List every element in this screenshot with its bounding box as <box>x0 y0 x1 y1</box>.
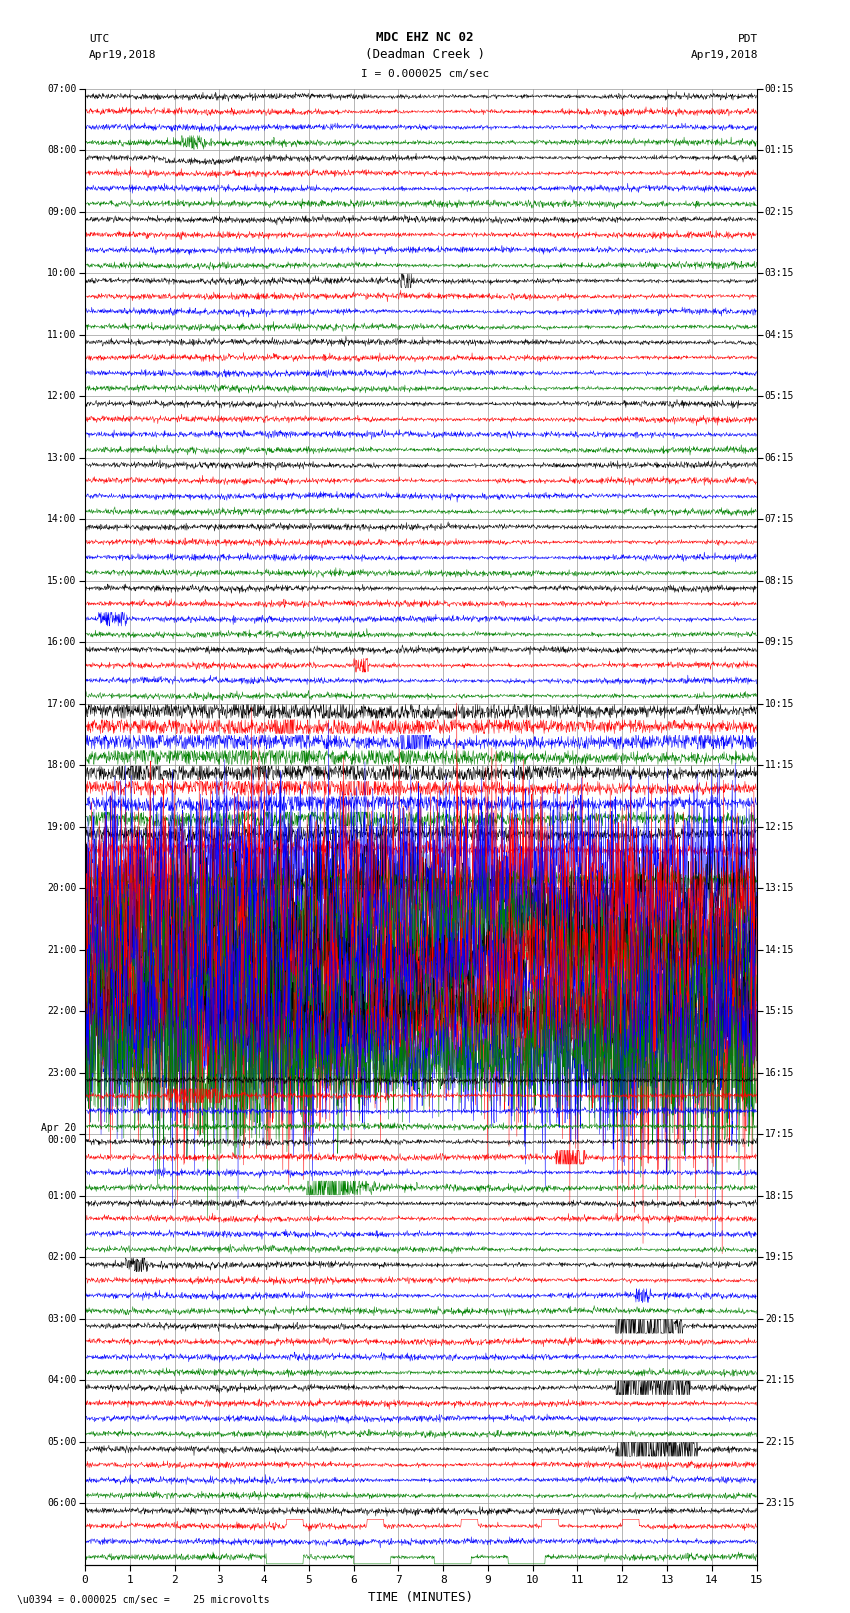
Text: UTC: UTC <box>89 34 110 44</box>
X-axis label: TIME (MINUTES): TIME (MINUTES) <box>368 1590 473 1603</box>
Text: Apr19,2018: Apr19,2018 <box>89 50 156 60</box>
Text: PDT: PDT <box>738 34 758 44</box>
Text: \u0394 = 0.000025 cm/sec =    25 microvolts: \u0394 = 0.000025 cm/sec = 25 microvolts <box>17 1595 269 1605</box>
Text: I = 0.000025 cm/sec: I = 0.000025 cm/sec <box>361 69 489 79</box>
Text: MDC EHZ NC 02: MDC EHZ NC 02 <box>377 31 473 44</box>
Text: (Deadman Creek ): (Deadman Creek ) <box>365 48 485 61</box>
Text: Apr19,2018: Apr19,2018 <box>691 50 758 60</box>
